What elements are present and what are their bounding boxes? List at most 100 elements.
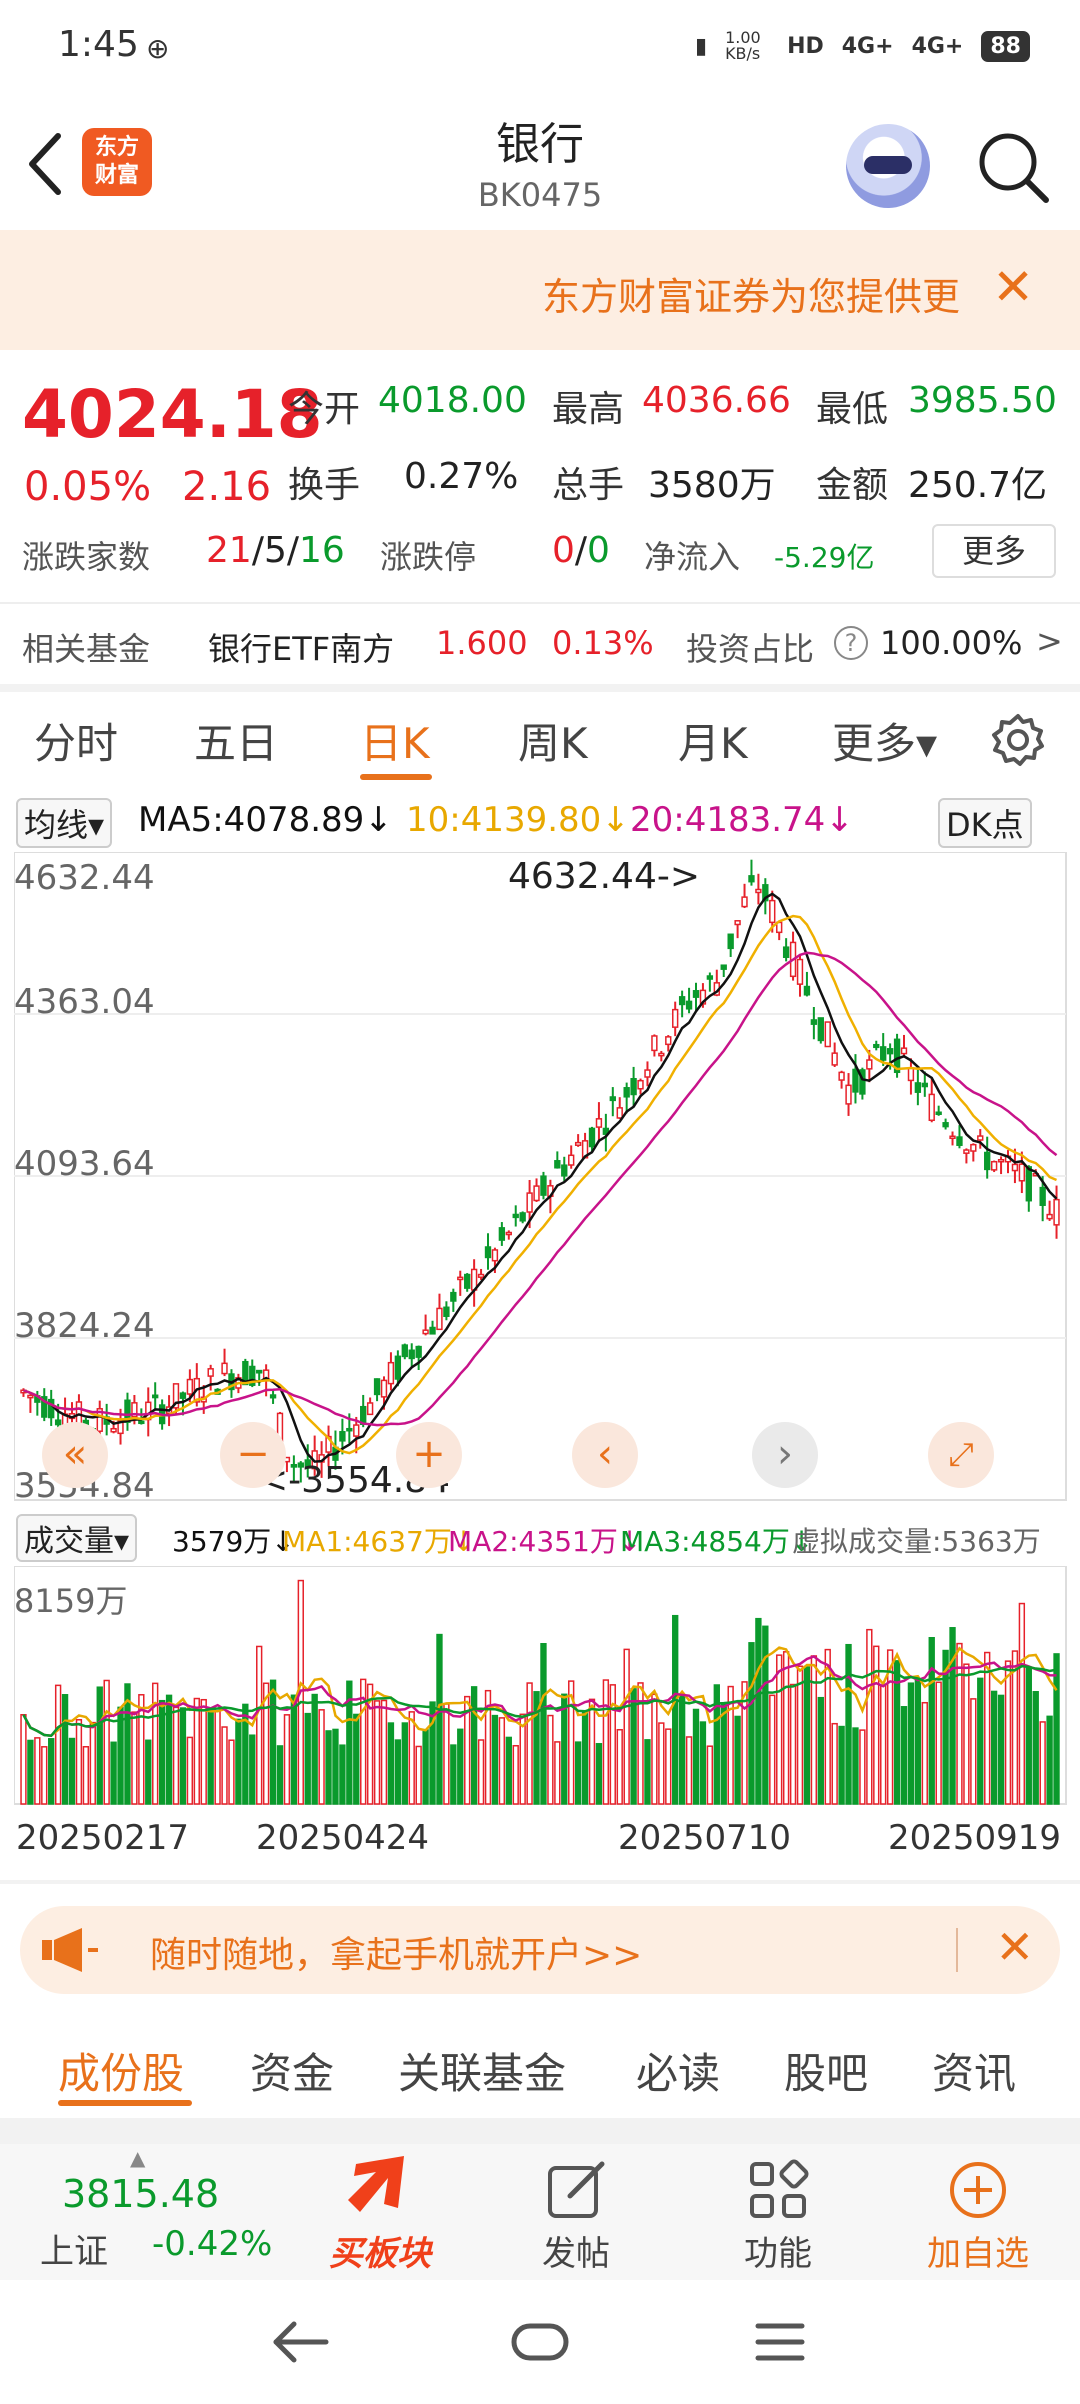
grid-icon bbox=[750, 2159, 809, 2218]
function-button[interactable]: 功能 bbox=[718, 2158, 838, 2275]
candle-body bbox=[27, 1394, 34, 1399]
tab-forum[interactable]: 股吧 bbox=[784, 2049, 869, 2098]
candle-body bbox=[630, 1078, 637, 1096]
volume-bar bbox=[935, 1681, 942, 1805]
volume-bar bbox=[304, 1712, 311, 1805]
tab-intraday[interactable]: 分时 bbox=[34, 719, 119, 768]
index-pct[interactable]: -0.42% bbox=[152, 2224, 273, 2264]
volume-bar bbox=[96, 1686, 103, 1805]
volume-bar bbox=[699, 1721, 707, 1805]
volume-bar bbox=[886, 1649, 894, 1805]
candle-body bbox=[131, 1402, 138, 1418]
zoom-in-icon[interactable]: + bbox=[396, 1422, 462, 1488]
promo-text[interactable]: 东方财富证券为您提供更 bbox=[541, 275, 960, 319]
candle-body bbox=[152, 1394, 159, 1399]
volume-bar bbox=[1011, 1650, 1019, 1805]
tab-weekly-k[interactable]: 周K bbox=[518, 719, 588, 768]
rewind-icon[interactable]: « bbox=[42, 1422, 108, 1488]
signal-2: 4G+ bbox=[911, 33, 964, 59]
ratio-label: 投资占比 bbox=[686, 630, 815, 668]
volume-bar bbox=[360, 1678, 367, 1805]
add-watchlist-button[interactable]: 加自选 bbox=[918, 2158, 1038, 2275]
dk-point-button[interactable]: DK点 bbox=[938, 798, 1032, 848]
limit-label: 涨跌停 bbox=[380, 538, 477, 576]
candle-body bbox=[914, 1082, 922, 1093]
volume-bar bbox=[193, 1697, 200, 1805]
ratio-value: 100.00% bbox=[880, 624, 1023, 662]
candle-body bbox=[401, 1344, 408, 1358]
index-name[interactable]: 上证 bbox=[40, 2232, 108, 2272]
candle-body bbox=[574, 1141, 582, 1146]
home-icon[interactable] bbox=[510, 2322, 570, 2362]
help-icon[interactable]: ? bbox=[834, 626, 868, 660]
volume-bar bbox=[769, 1694, 776, 1805]
candle-body bbox=[602, 1127, 610, 1135]
open-account-banner[interactable]: 随时随地，拿起手机就开户>> ✕ bbox=[20, 1906, 1060, 1994]
volume-bar bbox=[1018, 1602, 1026, 1805]
ma10-line bbox=[23, 914, 1058, 1455]
post-button[interactable]: 发帖 bbox=[516, 2158, 636, 2275]
kline-chart[interactable] bbox=[14, 852, 1068, 1502]
add-watchlist-label: 加自选 bbox=[927, 2234, 1029, 2274]
divider bbox=[0, 602, 1080, 604]
fund-name[interactable]: 银行ETF南方 bbox=[208, 630, 395, 668]
volume-bar bbox=[48, 1738, 55, 1805]
tab-must-read[interactable]: 必读 bbox=[636, 2049, 721, 2098]
zoom-out-icon[interactable]: − bbox=[220, 1422, 286, 1488]
volume-bar bbox=[82, 1746, 90, 1805]
volume-bar bbox=[207, 1711, 214, 1805]
volume-chart[interactable] bbox=[14, 1566, 1068, 1806]
volume-selector[interactable]: 成交量▾ bbox=[16, 1514, 138, 1562]
low-label: 最低 bbox=[816, 389, 889, 430]
chevron-left-icon[interactable] bbox=[24, 132, 64, 196]
volume-bar bbox=[1025, 1666, 1032, 1805]
gear-icon[interactable] bbox=[990, 712, 1046, 768]
candle-body bbox=[422, 1329, 429, 1335]
next-icon[interactable]: › bbox=[752, 1422, 818, 1488]
search-icon[interactable] bbox=[976, 130, 1050, 204]
tab-related-funds[interactable]: 关联基金 bbox=[398, 2049, 567, 2098]
volume-bar bbox=[845, 1643, 852, 1805]
tab-daily-k[interactable]: 日K bbox=[360, 719, 430, 768]
close-icon[interactable]: ✕ bbox=[995, 1920, 1034, 1974]
promo-banner[interactable]: 东方财富证券为您提供更 ✕ bbox=[0, 230, 1080, 350]
more-button[interactable]: 更多 bbox=[932, 524, 1056, 578]
candle-body bbox=[824, 1021, 831, 1048]
back-icon[interactable] bbox=[270, 2320, 330, 2364]
expand-icon[interactable]: ▲ bbox=[130, 2146, 146, 2170]
candle-body bbox=[1046, 1213, 1053, 1220]
tab-capital[interactable]: 资金 bbox=[250, 2049, 335, 2098]
fullscreen-icon[interactable]: ⤢ bbox=[928, 1422, 994, 1488]
buy-sector-button[interactable]: 买板块 bbox=[320, 2152, 440, 2275]
battery-icon: 88 bbox=[981, 30, 1030, 62]
tab-monthly-k[interactable]: 月K bbox=[678, 719, 748, 768]
candle-body bbox=[935, 1111, 942, 1115]
candle-body bbox=[526, 1192, 533, 1213]
tab-constituents[interactable]: 成份股 bbox=[58, 2049, 185, 2098]
chevron-right-icon[interactable]: > bbox=[1036, 622, 1063, 660]
limit-down: 0 bbox=[587, 530, 610, 571]
close-icon[interactable]: ✕ bbox=[992, 258, 1034, 316]
open-account-text[interactable]: 随时随地，拿起手机就开户>> bbox=[150, 1935, 643, 1976]
candle-body bbox=[651, 1035, 658, 1052]
volume-bar bbox=[401, 1722, 408, 1805]
volume-bar bbox=[561, 1693, 568, 1805]
tab-five-day[interactable]: 五日 bbox=[194, 719, 279, 768]
volume-bar bbox=[464, 1695, 471, 1805]
ma-selector[interactable]: 均线▾ bbox=[16, 798, 113, 848]
volume-bar bbox=[283, 1714, 291, 1805]
prev-icon[interactable]: ‹ bbox=[572, 1422, 638, 1488]
tab-news[interactable]: 资讯 bbox=[932, 2049, 1017, 2098]
volume-bar bbox=[387, 1722, 395, 1805]
volume-bar bbox=[817, 1696, 824, 1805]
robot-assistant-icon[interactable] bbox=[846, 124, 930, 208]
volume-bar bbox=[963, 1663, 970, 1805]
index-value[interactable]: 3815.48 bbox=[62, 2172, 220, 2216]
tab-more[interactable]: 更多▾ bbox=[832, 719, 938, 768]
hd-icon: HD bbox=[787, 33, 824, 59]
volume-bar bbox=[152, 1682, 159, 1805]
candle-body bbox=[304, 1459, 311, 1467]
volume-bar bbox=[914, 1679, 922, 1805]
candle-body bbox=[207, 1368, 214, 1377]
menu-icon[interactable] bbox=[754, 2320, 806, 2364]
